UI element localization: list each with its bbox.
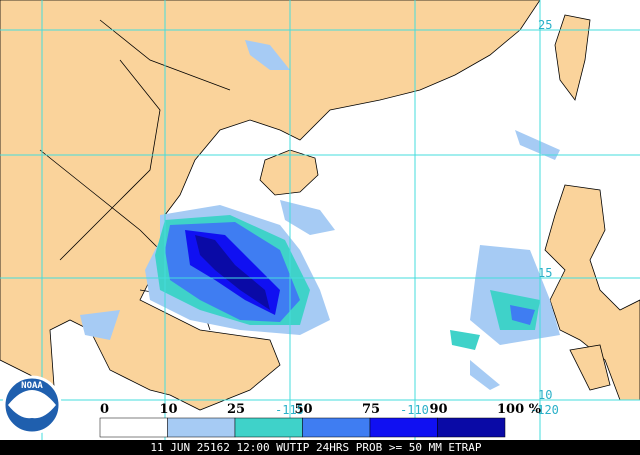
legend-swatch bbox=[167, 417, 236, 438]
lon-label: -120 bbox=[530, 403, 559, 417]
logo-text: NOAA bbox=[21, 381, 43, 391]
lon-label: -115 bbox=[275, 403, 304, 417]
legend-swatch bbox=[234, 417, 303, 438]
legend-label: 75 bbox=[362, 402, 380, 417]
legend-label: 25 bbox=[227, 402, 245, 417]
legend-label: 100 % bbox=[497, 402, 542, 417]
legend-swatch bbox=[369, 417, 438, 438]
legend-label: 50 bbox=[295, 402, 313, 417]
legend-swatch bbox=[302, 417, 371, 438]
lon-label: -110 bbox=[400, 403, 429, 417]
lat-label: 10 bbox=[538, 388, 552, 402]
legend-label: 0 bbox=[100, 402, 109, 417]
legend-label: 10 bbox=[160, 402, 178, 417]
taiwan bbox=[554, 14, 591, 101]
footer-bar bbox=[0, 440, 640, 455]
hainan bbox=[259, 149, 319, 196]
lat-label: 15 bbox=[538, 266, 552, 280]
grid bbox=[0, 0, 640, 440]
mainland bbox=[0, 0, 541, 411]
legend: 0 10 25 50 75 90 100 % bbox=[99, 402, 542, 438]
island bbox=[569, 344, 611, 391]
lat-label: 25 bbox=[538, 18, 552, 32]
footer-text: 11 JUN 25162 12:00 WUTIP 24HRS PROB >= 5… bbox=[150, 441, 482, 454]
legend-swatch bbox=[437, 417, 506, 438]
legend-swatch bbox=[99, 417, 168, 438]
precip bbox=[80, 40, 560, 390]
legend-label: 90 bbox=[430, 402, 448, 417]
noaa-logo: NOAA bbox=[2, 375, 62, 435]
